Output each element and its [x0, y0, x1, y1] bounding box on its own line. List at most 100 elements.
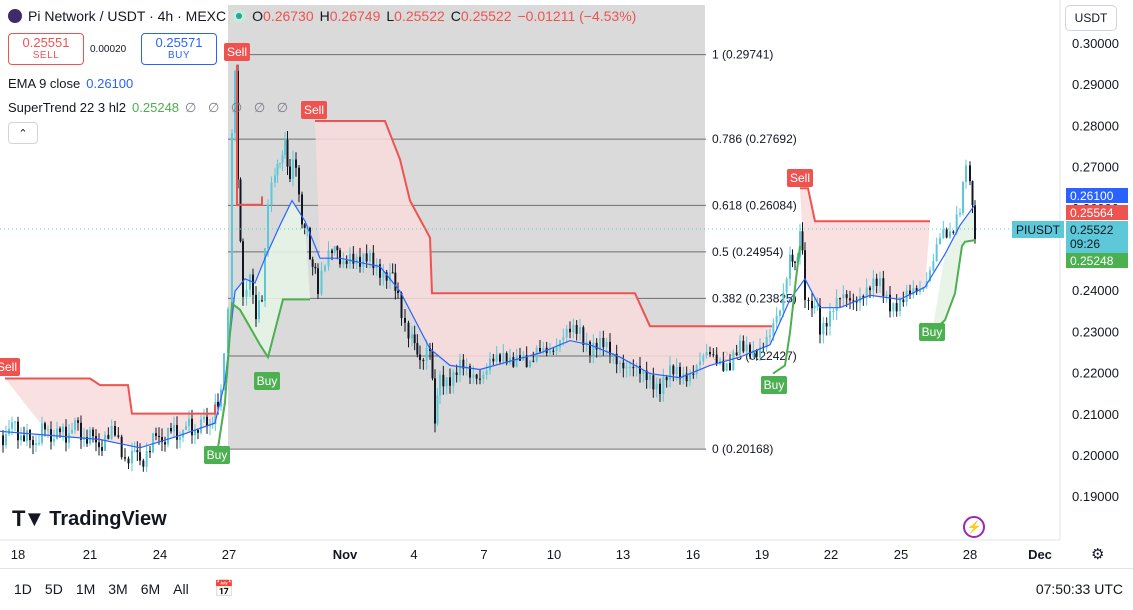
candle-body	[745, 344, 748, 352]
candle-body	[11, 422, 13, 429]
candle-body	[311, 259, 314, 267]
price-axis-tick: 0.21000	[1072, 407, 1119, 422]
candle-body	[532, 360, 535, 362]
candle-body	[705, 351, 708, 356]
candle-body	[452, 372, 455, 386]
fib-label: 0 (0.20168)	[712, 442, 773, 456]
candle-body	[389, 272, 391, 281]
candle-body	[391, 272, 394, 274]
candle-body	[779, 310, 781, 316]
candle-body	[336, 246, 339, 251]
supertrend-price-label: 0.25248	[1066, 253, 1128, 268]
candle-body	[439, 374, 441, 396]
candle-body	[579, 327, 581, 334]
candle-body	[117, 435, 120, 437]
candle-body	[436, 395, 439, 424]
candle-body	[679, 366, 681, 379]
gear-icon[interactable]: ⚙	[1091, 546, 1105, 563]
candle-body	[62, 426, 64, 433]
candle-body	[699, 361, 701, 366]
signal-badge-sell	[224, 43, 250, 61]
candle-body	[479, 378, 481, 380]
supertrend-na-values: ∅ ∅ ∅ ∅ ∅	[185, 100, 293, 115]
candle-body	[794, 261, 796, 263]
candle-body	[811, 300, 813, 309]
candle-body	[801, 231, 804, 251]
fib-label: 0.618 (0.26084)	[712, 198, 797, 212]
ema-legend[interactable]: EMA 9 close 0.26100	[8, 76, 134, 91]
signal-label-sell: Sell	[0, 360, 17, 374]
candle-body	[659, 383, 661, 394]
candle-body	[179, 437, 181, 440]
supertrend-legend[interactable]: SuperTrend 22 3 hl2 0.25248 ∅ ∅ ∅ ∅ ∅	[8, 100, 293, 115]
candle-body	[342, 260, 345, 265]
candle-body	[267, 204, 269, 249]
candle-body	[136, 450, 139, 453]
candle-body	[59, 428, 61, 433]
range-3m[interactable]: 3M	[108, 581, 128, 597]
signal-label-sell: Sell	[227, 45, 247, 59]
candle-body	[431, 350, 434, 379]
candle-body	[869, 287, 871, 291]
candle-body	[309, 228, 311, 260]
candle-body	[194, 430, 196, 436]
candle-body	[835, 298, 838, 311]
currency-selector[interactable]: USDT	[1065, 5, 1117, 31]
range-1d[interactable]: 1D	[14, 581, 32, 597]
candle-body	[615, 353, 618, 365]
candle-body	[772, 322, 775, 336]
range-6m[interactable]: 6M	[140, 581, 161, 597]
range-all[interactable]: All	[173, 581, 189, 597]
buy-button[interactable]: 0.25571 BUY	[141, 33, 217, 65]
candle-body	[249, 274, 251, 290]
candle-body	[80, 422, 82, 440]
supertrend-down-line	[315, 120, 772, 328]
price-axis-tick: 0.30000	[1072, 36, 1119, 51]
calendar-icon[interactable]: 📅	[214, 581, 234, 598]
candle-body	[107, 434, 110, 439]
range-1m[interactable]: 1M	[75, 581, 96, 597]
time-axis-tick: 19	[755, 547, 769, 562]
candle-body	[549, 350, 551, 354]
candle-body	[14, 421, 16, 423]
candle-body	[394, 272, 397, 291]
candle-body	[939, 238, 941, 245]
candle-body	[133, 450, 136, 452]
candle-body	[149, 450, 151, 453]
supertrend-down-fill	[315, 121, 772, 378]
candle-body	[592, 342, 595, 356]
candle-body	[455, 372, 458, 375]
candle-body	[382, 272, 385, 278]
candle-body	[152, 433, 154, 453]
candle-body	[575, 325, 578, 334]
candle-body	[882, 278, 885, 297]
candle-body	[852, 300, 855, 302]
ema-line	[0, 199, 976, 449]
collapse-legend-button[interactable]: ⌃	[8, 122, 38, 144]
candle-body	[572, 325, 575, 333]
utc-clock[interactable]: 07:50:33 UTC	[1035, 581, 1123, 597]
sell-button[interactable]: 0.25551 SELL	[8, 33, 84, 65]
last-close-price-label: 0.25564	[1066, 205, 1128, 220]
candle-body	[889, 294, 891, 312]
flash-icon[interactable]: ⚡	[963, 516, 985, 538]
candle-body	[789, 254, 791, 279]
supertrend-down-line	[5, 377, 216, 415]
candle-body	[715, 354, 718, 365]
chevron-up-icon: ⌃	[18, 127, 28, 140]
bottom-toolbar: 1D 5D 1M 3M 6M All 📅 07:50:33 UTC	[0, 568, 1133, 610]
candle-body	[200, 419, 202, 433]
candle-body	[849, 298, 851, 301]
candle-body	[742, 340, 745, 352]
candle-body	[217, 401, 219, 407]
candle-body	[65, 426, 67, 443]
signal-badge-sell	[301, 101, 327, 119]
candle-body	[372, 252, 375, 269]
candle-body	[565, 328, 568, 338]
price-axis-tick: 0.28000	[1072, 118, 1119, 133]
candle-body	[632, 367, 635, 369]
supertrend-up-fill	[218, 200, 310, 448]
range-5d[interactable]: 5D	[44, 581, 63, 597]
symbol-title[interactable]: Pi Network / USDT · 4h · MEXC	[28, 8, 227, 24]
price-chart[interactable]: 1 (0.29741) 0.786 (0.27692) 0.618 (0.26084…	[0, 0, 1133, 568]
